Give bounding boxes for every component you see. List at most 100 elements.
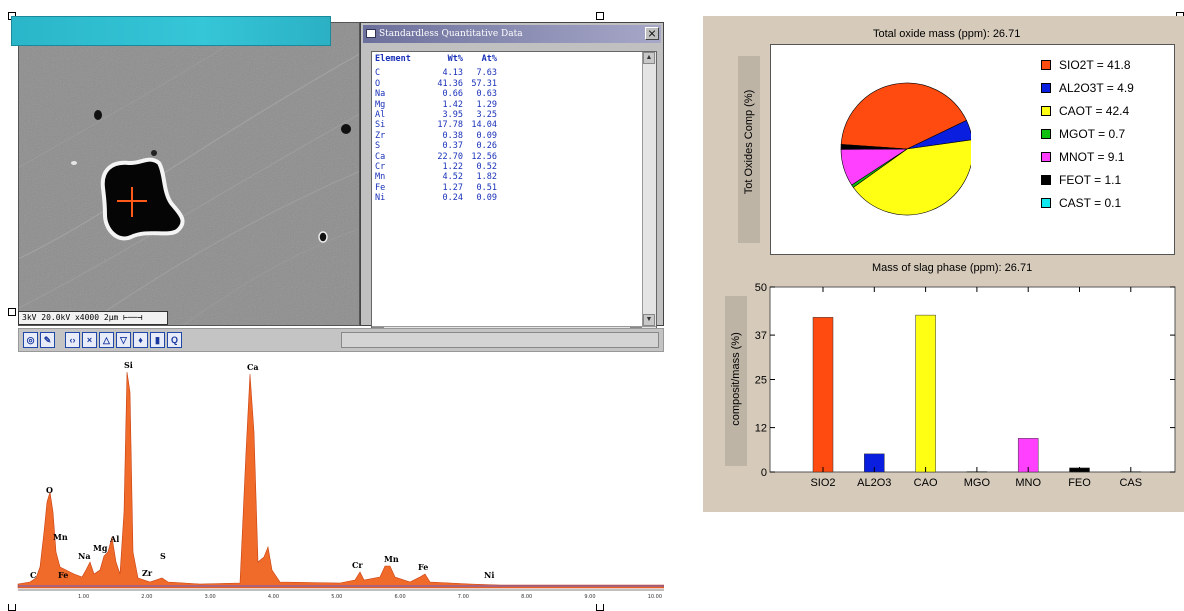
legend-item: CAOT = 42.4: [1041, 104, 1129, 118]
bar-ylabel-box: composit/mass (%): [725, 296, 747, 466]
pie-slice: [840, 144, 908, 150]
bar-icon[interactable]: ▮: [150, 332, 165, 348]
legend-swatch: [1041, 83, 1051, 93]
cell-at: 1.29: [476, 99, 497, 110]
close-button[interactable]: ×: [645, 27, 659, 40]
x-tick-label: AL2O3: [857, 477, 891, 489]
cell-element: Ca: [375, 151, 386, 162]
sem-title-bar[interactable]: [11, 16, 331, 46]
y-tick-label: 25: [755, 375, 767, 387]
legend-label: SIO2T = 41.8: [1059, 58, 1131, 72]
x-tick-label: 2.00: [141, 594, 152, 600]
table-row: Si 17.78 14.04: [372, 120, 497, 130]
cell-wt: 22.70: [437, 151, 463, 162]
status-field[interactable]: [341, 332, 659, 348]
marker-icon[interactable]: ♦: [133, 332, 148, 348]
cell-wt: 4.52: [442, 172, 463, 183]
legend-swatch: [1041, 106, 1051, 116]
cell-element: Cr: [375, 162, 386, 173]
x-tick-label: 7.00: [458, 594, 469, 600]
cell-wt: 41.36: [437, 78, 463, 89]
cell-element: Mn: [375, 172, 386, 183]
legend-item: FEOT = 1.1: [1041, 173, 1121, 187]
up-icon[interactable]: △: [99, 332, 114, 348]
toolbar: ◎ ✎ ‹› × △ ▽ ♦ ▮ Q: [18, 328, 664, 352]
quant-window[interactable]: Standardless Quantitative Data × Element…: [360, 22, 664, 341]
collapse-icon[interactable]: ×: [82, 332, 97, 348]
vertical-scrollbar[interactable]: ▲ ▼: [642, 52, 656, 340]
cell-wt: 1.27: [442, 182, 463, 193]
quant-title-bar[interactable]: Standardless Quantitative Data ×: [363, 25, 661, 43]
legend-label: MNOT = 9.1: [1059, 150, 1125, 164]
table-row: O 41.36 57.31: [372, 79, 497, 89]
scroll-down-icon[interactable]: ▼: [643, 314, 655, 326]
peak-label: S: [160, 551, 166, 561]
table-row: Mg 1.42 1.29: [372, 100, 497, 110]
table-row: Ni 0.24 0.09: [372, 193, 497, 203]
pie-chart: [840, 82, 971, 216]
spectrum-trace: [17, 371, 665, 589]
legend-label: MGOT = 0.7: [1059, 127, 1126, 141]
peak-label: Fe: [58, 570, 68, 580]
y-tick-label: 50: [755, 282, 767, 294]
peak-label: Cr: [352, 560, 363, 570]
stage-icon[interactable]: ◎: [23, 332, 38, 348]
resize-handle[interactable]: [8, 603, 16, 611]
sem-micrograph: [19, 23, 359, 325]
table-row: C 4.13 7.63: [372, 68, 497, 78]
pie-title: Total oxide mass (ppm): 26.71: [873, 28, 1021, 40]
table-row: Zr 0.38 0.09: [372, 131, 497, 141]
x-tick-label: 3.00: [205, 594, 216, 600]
x-tick-label: CAS: [1119, 477, 1142, 489]
header-wt: Wt%: [447, 54, 463, 64]
peak-label: O: [46, 485, 53, 495]
legend-item: MGOT = 0.7: [1041, 127, 1125, 141]
bar-title: Mass of slag phase (ppm): 26.71: [872, 262, 1033, 274]
resize-handle[interactable]: [596, 603, 604, 611]
resize-handle[interactable]: [596, 12, 604, 20]
quant-title: Standardless Quantitative Data: [379, 29, 523, 39]
pie-ylabel: Tot Oxides Comp (%): [743, 89, 755, 195]
cell-at: 0.51: [476, 182, 497, 193]
bar-plot-frame: [769, 286, 1176, 473]
probe-icon[interactable]: ✎: [40, 332, 55, 348]
down-icon[interactable]: ▽: [116, 332, 131, 348]
bar-chart: 0 12 25 37 50 SIO2 AL2O3 CAO MGO MNO FEO CAS: [743, 280, 1184, 512]
peak-label: Si: [124, 360, 133, 370]
peak-label: Ca: [247, 362, 259, 372]
peak-label: Mn: [53, 532, 68, 542]
quant-text-area[interactable]: Element Wt% At% C 4.13 7.63 O 41.36 57.31 Na 0.…: [371, 51, 657, 341]
cell-at: 7.63: [476, 68, 497, 79]
legend-swatch: [1041, 129, 1051, 139]
zoom-icon[interactable]: Q: [167, 332, 182, 348]
cell-wt: 1.42: [442, 99, 463, 110]
table-row: Na 0.66 0.63: [372, 89, 497, 99]
cell-element: C: [375, 68, 381, 79]
x-tick-label: MNO: [1015, 477, 1041, 489]
legend-label: FEOT = 1.1: [1059, 173, 1122, 187]
eds-spectrum[interactable]: Si Ca O Mn Al Mg Na S C Fe Zr Cr Mn Fe Ni 1.00 2.00 3.00…: [0, 352, 665, 604]
table-row: Ca 22.70 12.56: [372, 152, 497, 162]
cell-element: Mg: [375, 99, 386, 110]
cell-at: 0.09: [476, 130, 497, 141]
cell-wt: 17.78: [437, 120, 463, 131]
quant-table: Element Wt% At% C 4.13 7.63 O 41.36 57.31 Na 0.…: [372, 54, 497, 204]
cell-element: S: [375, 141, 381, 152]
cell-element: Si: [375, 120, 386, 131]
cell-at: 12.56: [471, 151, 497, 162]
x-tick-label: 8.00: [521, 594, 532, 600]
resize-handle[interactable]: [8, 308, 16, 316]
window-icon: [366, 29, 376, 38]
legend-label: AL2O3T = 4.9: [1059, 81, 1134, 95]
bar: [1017, 438, 1039, 473]
scroll-up-icon[interactable]: ▲: [643, 52, 655, 64]
y-tick-label: 37: [755, 330, 767, 342]
y-tick-label: 12: [755, 423, 767, 435]
cell-wt: 4.13: [442, 68, 463, 79]
legend-label: CAST = 0.1: [1059, 196, 1122, 210]
cell-at: 3.25: [476, 110, 497, 121]
x-tick-label: 1.00: [78, 594, 89, 600]
expand-icon[interactable]: ‹›: [65, 332, 80, 348]
sem-image[interactable]: [18, 22, 360, 326]
cell-element: Na: [375, 89, 386, 100]
